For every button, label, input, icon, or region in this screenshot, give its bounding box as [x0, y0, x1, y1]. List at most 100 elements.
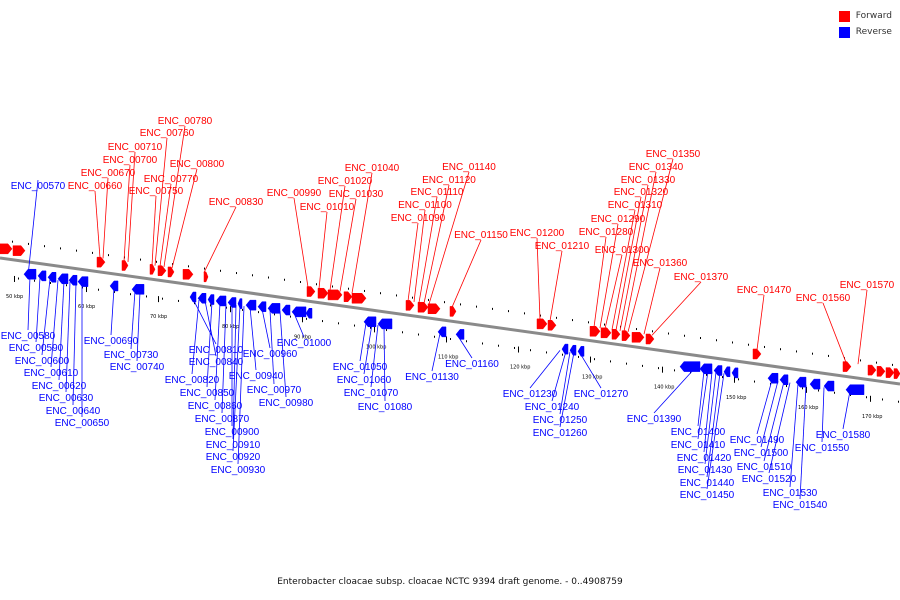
scale-label: 80 kbp: [222, 324, 239, 330]
forward-gene-block: [536, 318, 548, 330]
gene-label: ENC_01060: [337, 375, 392, 386]
gene-label: ENC_00820: [165, 375, 220, 386]
ruler-dot-lower: [194, 302, 195, 305]
gene-label: ENC_01260: [533, 428, 588, 439]
ruler-dot-upper: [796, 350, 797, 353]
reverse-gene-block: [437, 326, 447, 338]
leader-line: [627, 158, 674, 333]
gene-label: ENC_00660: [68, 181, 123, 192]
scale-label: 160 kbp: [798, 405, 818, 411]
leader-line: [329, 185, 346, 291]
ruler-dot-lower: [674, 369, 675, 372]
ruler-dot-lower: [706, 373, 707, 376]
leader-line: [279, 311, 287, 398]
ruler-dot-lower: [402, 331, 403, 334]
ruler-dot-upper: [460, 303, 461, 306]
leader-line: [418, 196, 438, 303]
leader-line: [579, 352, 602, 389]
ruler-dot-upper: [108, 254, 109, 257]
gene-label: ENC_00930: [211, 465, 266, 476]
gene-label: ENC_00570: [11, 181, 66, 192]
gene-label: ENC_01500: [734, 448, 789, 459]
leader-line: [159, 183, 172, 267]
ruler-dot-lower: [290, 315, 291, 318]
gene-label: ENC_01310: [608, 200, 663, 211]
gene-label: ENC_01410: [671, 440, 726, 451]
ruler-dot-lower: [578, 355, 579, 358]
leader-line: [619, 184, 649, 331]
leader-line: [214, 302, 221, 401]
gene-label: ENC_01300: [595, 245, 650, 256]
gene-label: ENC_00850: [180, 388, 235, 399]
reverse-gene-block: [577, 346, 585, 357]
ruler-dot-lower: [658, 367, 659, 370]
ruler-dot-upper: [348, 287, 349, 290]
scale-tick: [590, 356, 591, 363]
gene-label: ENC_00900: [205, 427, 260, 438]
ruler-dot-lower: [354, 324, 355, 327]
ruler-dot-lower: [770, 382, 771, 385]
reverse-gene-block: [713, 365, 723, 376]
reverse-gene-block: [723, 366, 731, 378]
gene-label: ENC_00970: [247, 385, 302, 396]
scale-label: 150 kbp: [726, 395, 746, 401]
reverse-gene-block: [795, 376, 807, 388]
reverse-gene-block: [699, 363, 713, 375]
ruler-dot-lower: [338, 322, 339, 325]
ruler-dot-lower: [34, 279, 35, 282]
ruler-dot-upper: [380, 292, 381, 295]
ruler-dot-upper: [876, 361, 877, 364]
leader-line: [549, 250, 563, 322]
scale-labels: 50 kbp 60 kbp 70 kbp 80 kbp 90 kbp 100 kbp 110…: [6, 275, 882, 420]
ruler-dot-lower: [594, 358, 595, 361]
ruler-dot-upper: [508, 310, 509, 313]
gene-label: ENC_01420: [677, 453, 732, 464]
leader-line: [232, 305, 237, 440]
leader-line: [763, 381, 785, 462]
leader-line: [789, 383, 799, 488]
ruler-dot-upper: [732, 341, 733, 344]
ruler-dot-upper: [860, 359, 861, 362]
reverse-gene-block: [237, 298, 243, 309]
ruler-dot-upper: [492, 307, 493, 310]
forward-gene-block: [351, 293, 367, 304]
ruler-dot-upper: [364, 289, 365, 292]
scale-tick: [86, 286, 87, 293]
legend-forward: Forward: [838, 9, 892, 23]
gene-label: ENC_01110: [411, 187, 464, 198]
gene-label: ENC_01150: [454, 230, 508, 241]
gene-label: ENC_01040: [345, 163, 400, 174]
reverse-gene-block: [281, 304, 291, 316]
reverse-gene-block: [57, 273, 69, 285]
scale-tick: [14, 275, 15, 282]
forward-gene-block: [631, 332, 645, 343]
ruler-dot-lower: [274, 313, 275, 316]
leader-line: [50, 280, 59, 368]
gene-label: ENC_00810: [189, 345, 244, 356]
leader-line: [615, 196, 642, 331]
scale-tick: [302, 316, 303, 323]
leader-line: [821, 387, 825, 443]
forward-gene-block: [885, 367, 895, 378]
gene-label: ENC_01470: [737, 285, 792, 296]
gene-label: ENC_01520: [742, 474, 797, 485]
leader-line: [756, 294, 765, 351]
gene-label: ENC_01000: [277, 338, 332, 349]
gene-label: ENC_00980: [259, 398, 314, 409]
reverse-gene-block: [37, 270, 47, 282]
reverse-label: Reverse: [855, 27, 892, 37]
reverse-gene-block: [305, 308, 313, 319]
leader-line: [206, 301, 213, 388]
ruler-dot-lower: [450, 338, 451, 340]
leader-line: [339, 198, 357, 292]
scale-label: 170 kbp: [862, 414, 882, 420]
ruler-dot-upper: [556, 316, 557, 319]
gene-label: ENC_00600: [15, 356, 70, 367]
gene-label: ENC_01080: [358, 402, 413, 413]
leader-line: [842, 390, 851, 430]
ruler-dot-lower: [738, 378, 739, 381]
gene-label: ENC_01030: [329, 189, 384, 200]
leader-line: [756, 379, 773, 435]
gene-label: ENC_00620: [32, 381, 87, 392]
gene-label: ENC_00920: [206, 452, 261, 463]
